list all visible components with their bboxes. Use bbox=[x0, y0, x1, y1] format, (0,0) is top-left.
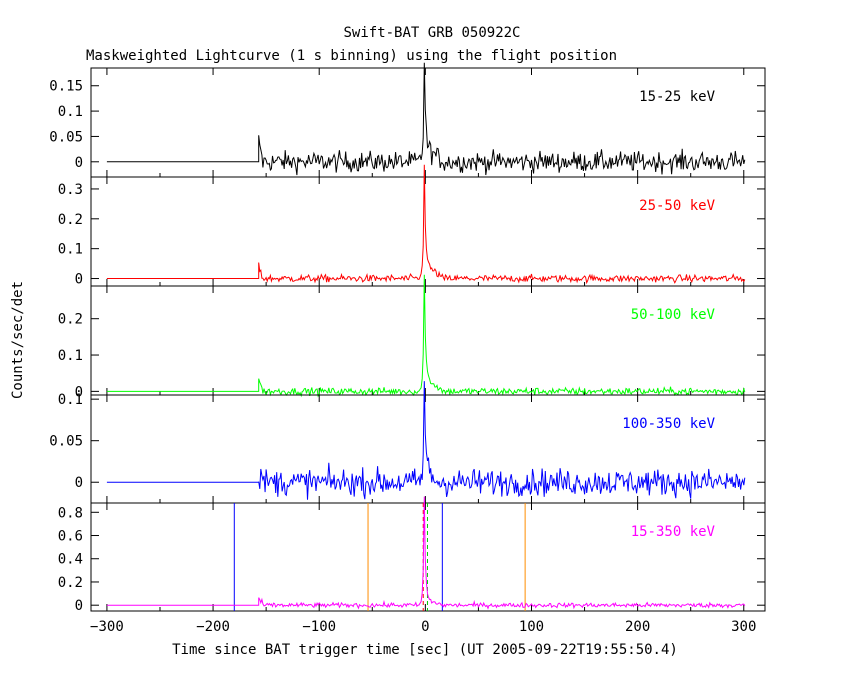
y-tick-label: 0.1 bbox=[58, 348, 83, 364]
y-tick-label: 0 bbox=[75, 475, 83, 491]
x-tick-label: 300 bbox=[731, 619, 756, 635]
chart-subtitle: Maskweighted Lightcurve (1 s binning) us… bbox=[86, 48, 617, 64]
y-tick-label: 0.6 bbox=[58, 529, 83, 545]
y-tick-label: 0.15 bbox=[49, 79, 83, 95]
x-tick-label: −300 bbox=[90, 619, 124, 635]
chart-title: Swift-BAT GRB 050922C bbox=[343, 25, 520, 41]
y-tick-label: 0.1 bbox=[58, 242, 83, 258]
y-tick-label: 0.05 bbox=[49, 129, 83, 145]
band-label: 15-350 keV bbox=[631, 524, 716, 540]
panel-frame bbox=[90, 285, 766, 396]
y-tick-label: 0 bbox=[75, 272, 83, 288]
x-axis-label: Time since BAT trigger time [sec] (UT 20… bbox=[172, 642, 678, 658]
x-tick-label: −100 bbox=[302, 619, 336, 635]
lightcurve-series bbox=[106, 164, 746, 285]
y-tick-label: 0.2 bbox=[58, 312, 83, 328]
y-tick-label: 0.3 bbox=[58, 182, 83, 198]
panel-frame bbox=[90, 394, 766, 504]
y-tick-label: 0 bbox=[75, 384, 83, 400]
y-tick-label: 0.05 bbox=[49, 434, 83, 450]
y-tick-label: 0.1 bbox=[58, 392, 83, 408]
y-tick-label: 0.8 bbox=[58, 505, 83, 521]
x-tick-label: 200 bbox=[625, 619, 650, 635]
y-tick-label: 0.4 bbox=[58, 552, 83, 568]
y-axis-label: Counts/sec/det bbox=[10, 281, 26, 399]
x-tick-label: 0 bbox=[421, 619, 429, 635]
y-tick-label: 0.2 bbox=[58, 575, 83, 591]
band-label: 100-350 keV bbox=[622, 416, 715, 432]
lightcurve-series bbox=[106, 62, 746, 176]
y-tick-label: 0.2 bbox=[58, 212, 83, 228]
band-label: 15-25 keV bbox=[639, 89, 715, 105]
band-label: 25-50 keV bbox=[639, 198, 715, 214]
band-label: 50-100 keV bbox=[631, 307, 716, 323]
y-tick-label: 0 bbox=[75, 598, 83, 614]
panel-frame bbox=[90, 176, 766, 287]
lightcurve-series bbox=[106, 274, 746, 398]
panel-frame bbox=[90, 67, 766, 178]
panel-frame bbox=[90, 502, 766, 612]
y-tick-label: 0.1 bbox=[58, 104, 83, 120]
lightcurve-series bbox=[106, 496, 746, 610]
lightcurve-series bbox=[106, 381, 746, 500]
x-tick-label: −200 bbox=[196, 619, 230, 635]
x-tick-label: 100 bbox=[519, 619, 544, 635]
y-tick-label: 0 bbox=[75, 155, 83, 171]
